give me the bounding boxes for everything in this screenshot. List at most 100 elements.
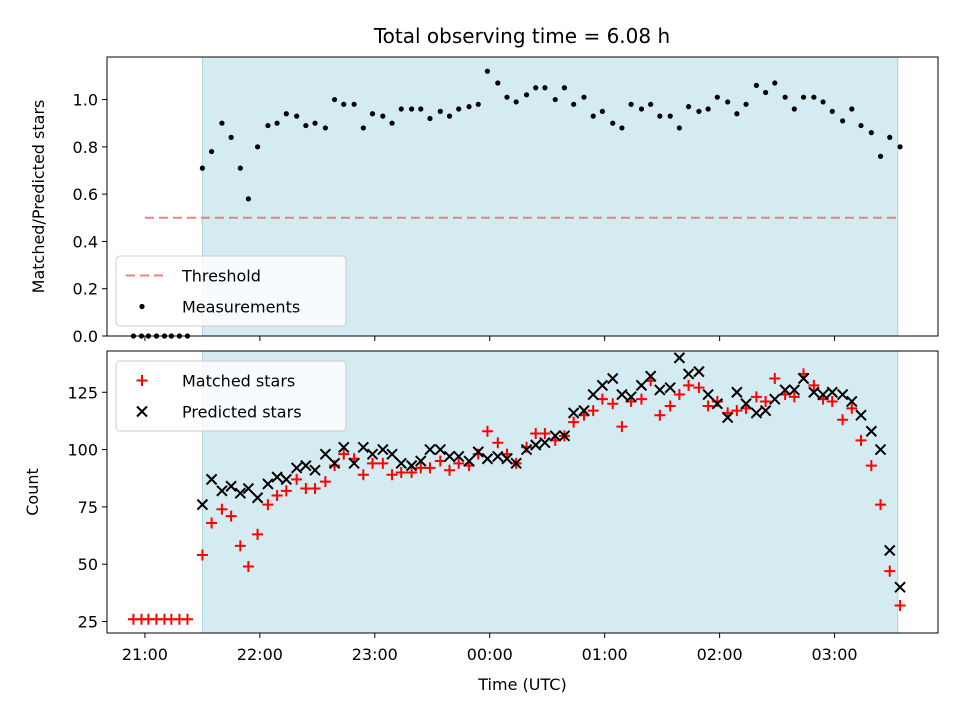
matched-star-point <box>377 457 389 469</box>
measurement-point <box>657 113 663 119</box>
axes-frame <box>106 350 939 634</box>
y-tick-label: 25 <box>78 613 98 632</box>
matched-star-point <box>673 389 685 401</box>
matched-star-point <box>654 409 666 421</box>
measurement-point <box>772 80 778 86</box>
predicted-star-point <box>216 485 228 497</box>
measurement-point <box>389 120 395 126</box>
measurement-point <box>791 106 797 112</box>
matched-star-point <box>300 483 312 495</box>
predicted-star-point <box>492 450 504 463</box>
predicted-star-point <box>196 498 209 511</box>
measurement-point <box>398 106 404 112</box>
measurement-point <box>638 106 645 112</box>
predicted-star-point <box>510 457 522 470</box>
x-tick-label: 00:00 <box>467 645 513 664</box>
legend-label: Threshold <box>181 267 261 286</box>
measurement-point <box>533 85 539 91</box>
measurement-point <box>369 111 376 117</box>
matched-star-point <box>683 379 695 391</box>
measurement-point <box>437 108 443 114</box>
matched-star-point <box>837 414 849 426</box>
matched-star-point <box>444 464 456 476</box>
matched-star-point <box>291 473 303 485</box>
matched-star-point <box>395 467 407 479</box>
measurement-point <box>762 89 769 96</box>
measurement-point <box>571 101 577 107</box>
matched-star-point <box>262 499 274 511</box>
y-tick-label: 100 <box>67 441 98 460</box>
y-tick-label: 75 <box>78 498 98 517</box>
measurement-point <box>887 134 893 140</box>
predicted-star-point <box>616 388 628 401</box>
x-tick-label: 22:00 <box>237 645 283 664</box>
predicted-star-point <box>750 407 763 419</box>
predicted-star-point <box>826 386 838 398</box>
predicted-star-point <box>578 404 590 417</box>
measurement-point <box>782 94 788 100</box>
predicted-star-point <box>549 430 561 442</box>
measurement-point <box>380 113 386 119</box>
predicted-star-point <box>300 459 312 472</box>
predicted-star-point <box>338 441 350 454</box>
predicted-star-point <box>702 388 714 401</box>
measurement-point <box>561 85 568 91</box>
ratio-panel: 0.0 0.2 0.4 0.6 0.8 1.0 Matched/Predicted star… <box>29 56 939 346</box>
predicted-star-point <box>309 464 321 476</box>
predicted-star-point <box>711 398 724 410</box>
predicted-star-point <box>779 384 791 396</box>
measurement-point <box>705 106 711 112</box>
y-axis-label: Count <box>23 468 42 516</box>
matched-star-point <box>367 457 379 469</box>
predicted-star-point <box>740 398 752 410</box>
measurement-point <box>897 144 903 150</box>
predicted-star-point <box>664 381 676 394</box>
legend-box <box>115 360 347 432</box>
measurement-point <box>484 68 491 74</box>
matched-star-point <box>568 416 580 428</box>
y-tick-label: 0.4 <box>73 232 98 251</box>
predicted-star-point <box>759 404 772 417</box>
matched-star-point <box>596 393 608 405</box>
measurement-point <box>475 101 481 107</box>
predicted-star-point <box>501 453 513 465</box>
predicted-star-point <box>271 471 283 483</box>
measurement-point <box>811 94 817 100</box>
y-tick-label: 125 <box>67 383 98 402</box>
predicted-star-point <box>424 443 436 456</box>
matched-star-point <box>894 599 906 611</box>
matched-star-point <box>252 528 264 540</box>
predicted-star-point <box>415 455 427 467</box>
predicted-star-point <box>693 365 705 378</box>
predicted-star-point <box>846 395 858 408</box>
x-tick-label: 03:00 <box>812 645 858 664</box>
legend-matched-swatch <box>136 375 148 386</box>
measurement-point <box>331 96 338 103</box>
measurement-point <box>840 118 846 124</box>
measurement-point <box>648 101 654 107</box>
predicted-star-point <box>894 581 906 593</box>
predicted-star-point <box>817 388 829 401</box>
predicted-star-point <box>377 443 389 456</box>
measurement-point <box>581 94 587 100</box>
measurement-point <box>599 108 605 114</box>
matched-star-point <box>234 540 246 552</box>
legend: Matched stars Predicted stars <box>115 360 347 432</box>
predicted-star-point <box>865 425 878 437</box>
predicted-star-point <box>357 441 370 454</box>
measurement-point <box>495 80 501 86</box>
x-axis-label: Time (UTC) <box>477 675 566 694</box>
matched-star-point <box>357 469 369 481</box>
predicted-star-point <box>453 450 465 463</box>
predicted-star-point <box>481 453 494 465</box>
x-tick-label: 21:00 <box>122 645 168 664</box>
measurement-point <box>446 113 453 119</box>
predicted-star-point <box>520 443 533 456</box>
matched-star-point <box>750 391 762 403</box>
measurement-point <box>829 108 835 114</box>
predicted-star-point <box>348 457 360 470</box>
predicted-star-point <box>567 407 580 419</box>
matched-star-point <box>492 437 504 449</box>
predicted-star-point <box>836 388 849 401</box>
